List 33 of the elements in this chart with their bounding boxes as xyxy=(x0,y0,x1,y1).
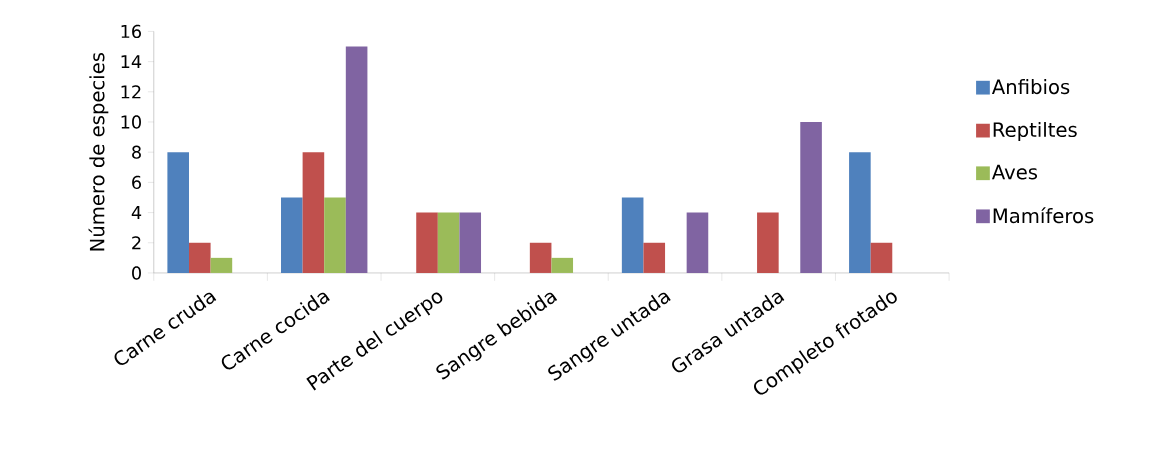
bar xyxy=(621,197,644,273)
bar xyxy=(302,152,325,273)
y-tick-label: 8 xyxy=(132,145,141,159)
bar xyxy=(849,152,871,273)
bar xyxy=(800,121,822,273)
bar xyxy=(757,212,779,273)
bar xyxy=(459,212,482,273)
y-tick-label: 4 xyxy=(131,206,142,219)
legend-label: Mamíferos xyxy=(993,207,1094,224)
bar xyxy=(686,212,709,273)
bar xyxy=(189,242,211,273)
bar xyxy=(345,46,368,273)
y-tick-label: 14 xyxy=(121,55,142,68)
bar xyxy=(324,197,346,273)
bar xyxy=(643,242,666,273)
bar xyxy=(870,242,893,273)
legend-label: Anfibios xyxy=(991,78,1070,95)
y-tick-label: 10 xyxy=(121,115,141,129)
bar xyxy=(167,152,189,273)
y-tick-label: 2 xyxy=(132,236,141,250)
bar xyxy=(210,257,233,273)
bar xyxy=(551,257,574,273)
y-tick-label: 6 xyxy=(132,175,142,189)
legend-label: Aves xyxy=(991,164,1038,180)
bar xyxy=(437,212,460,273)
y-tick-label: 12 xyxy=(121,85,141,99)
y-axis-title: Número de especies xyxy=(88,52,109,251)
y-tick-label: 16 xyxy=(121,24,142,38)
legend-label: Reptiltes xyxy=(993,121,1077,141)
bar xyxy=(529,242,552,273)
bar xyxy=(416,212,438,273)
y-tick-label: 0 xyxy=(132,266,141,280)
bar xyxy=(281,197,303,273)
